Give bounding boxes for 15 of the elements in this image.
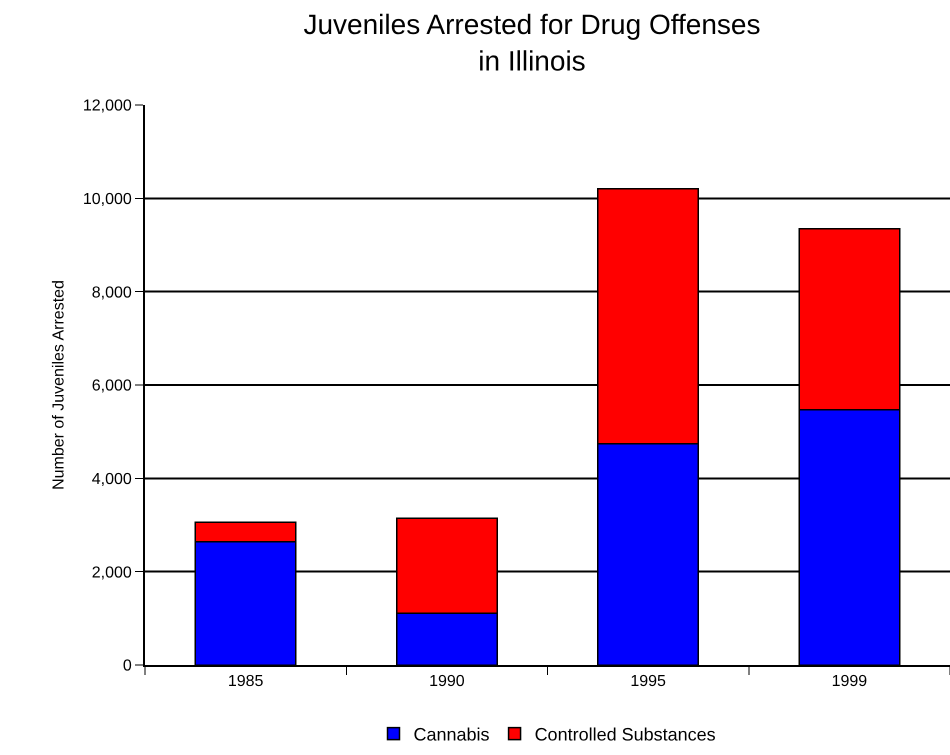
y-tick-label: 0 (122, 658, 132, 675)
legend-label: Controlled Substances (534, 724, 716, 745)
legend-label: Cannabis (414, 724, 490, 745)
y-tick-label: 6,000 (92, 378, 132, 395)
x-tick-label: 1985 (228, 673, 264, 690)
chart-title: Juveniles Arrested for Drug Offenses in Illinois (303, 8, 761, 76)
y-tick-label: 10,000 (82, 190, 132, 208)
y-tick-label: 4,000 (92, 470, 132, 488)
y-axis-title: Number of Juveniles Arrested (50, 280, 68, 490)
x-tick-label: 1999 (832, 673, 868, 690)
x-tick-label: 1990 (429, 673, 465, 690)
y-tick-label: 12,000 (82, 98, 132, 115)
y-tick-label: 2,000 (92, 564, 132, 582)
y-tick-label: 8,000 (92, 284, 132, 302)
x-tick-label: 1995 (630, 673, 666, 690)
